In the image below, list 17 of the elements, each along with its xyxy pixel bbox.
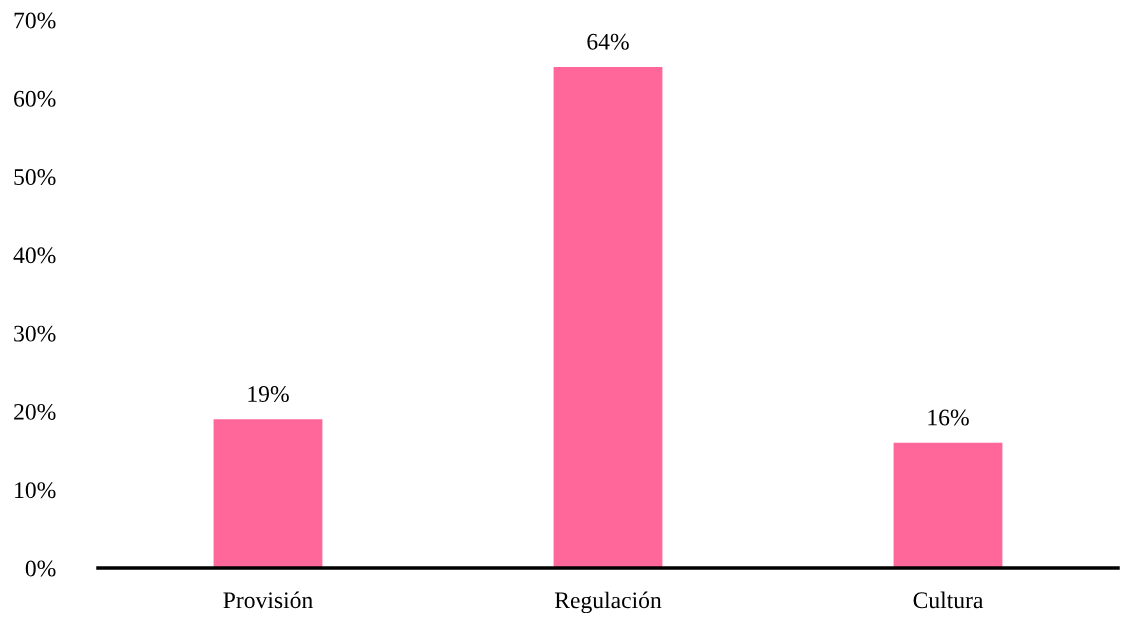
x-tick-label: Regulación (554, 591, 662, 614)
bar (893, 442, 1003, 568)
x-tick-label: Cultura (913, 591, 984, 609)
bar (553, 66, 663, 568)
y-tick-label: 40% (13, 247, 56, 264)
y-tick-label: 70% (14, 12, 56, 29)
x-tick-label: Provisión (223, 591, 313, 609)
data-label: 16% (928, 409, 969, 426)
y-tick-label: 50% (14, 169, 56, 186)
y-tick-label: 20% (14, 403, 56, 420)
bar (213, 419, 323, 568)
y-tick-label: 0% (25, 560, 56, 577)
data-label: 19% (248, 386, 289, 403)
y-tick-label: 10% (15, 482, 56, 499)
y-tick-label: 30% (14, 325, 56, 342)
y-tick-label: 60% (14, 90, 56, 107)
data-label: 64% (587, 33, 629, 50)
